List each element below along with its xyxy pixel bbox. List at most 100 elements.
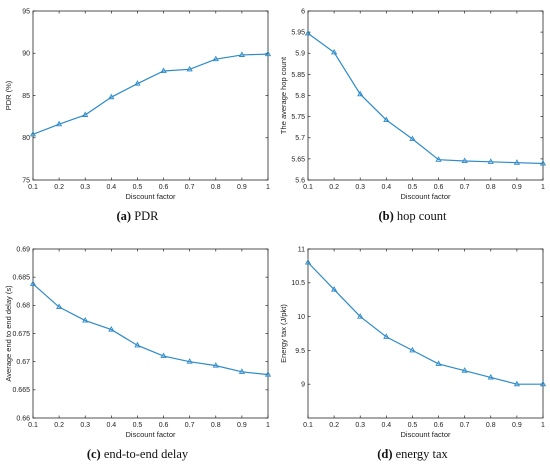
data-point <box>108 93 115 100</box>
caption-text: end-to-end delay <box>103 447 189 461</box>
pdr-chart: 0.1 0.2 0.3 0.4 0.5 0.6 0.7 0.8 0.9 1 75 80 85 90 95 Di… <box>4 8 272 201</box>
x-tick-label: 0.9 <box>512 422 522 429</box>
y-tick-label: 0.675 <box>12 331 30 338</box>
y-tick-label: 5.9 <box>295 51 305 58</box>
x-tick-label: 0.2 <box>329 422 339 429</box>
x-axis-label: Discount factor <box>400 430 451 439</box>
x-tick-label: 0.5 <box>133 422 143 429</box>
y-tick-label: 10 <box>297 314 305 321</box>
data-point <box>461 157 468 163</box>
x-tick-label: 0.2 <box>54 422 64 429</box>
x-axis-label: Discount factor <box>125 430 176 439</box>
caption-text: hop count <box>396 209 447 223</box>
y-tick-label: 5.95 <box>291 30 305 37</box>
data-point <box>160 67 167 74</box>
y-tick-label: 5.6 <box>295 177 305 184</box>
data-point <box>264 371 272 377</box>
y-tick-label: 9.5 <box>295 348 305 355</box>
x-tick-label: 0.1 <box>303 184 313 191</box>
x-tick-label: 1 <box>266 184 270 191</box>
x-tick-label: 0.7 <box>185 184 195 191</box>
data-point <box>134 341 141 348</box>
chart-panel-pdr: 0.1 0.2 0.3 0.4 0.5 0.6 0.7 0.8 0.9 1 75 80 85 90 95 Di… <box>0 0 275 238</box>
y-tick-label: 90 <box>22 51 30 58</box>
y-tick-label: 95 <box>22 8 30 15</box>
x-tick-label: 0.8 <box>211 422 221 429</box>
x-tick-label: 0.4 <box>106 422 116 429</box>
y-tick-label: 11 <box>298 246 305 253</box>
chart-caption: (a) PDR <box>0 209 275 224</box>
y-tick-label: 0.68 <box>16 303 30 310</box>
y-tick-label: 9 <box>301 382 305 389</box>
x-tick-label: 0.8 <box>486 422 496 429</box>
x-tick-label: 0.2 <box>329 184 339 191</box>
plot-frame <box>32 248 269 419</box>
data-point <box>238 368 245 374</box>
data-point <box>435 156 442 162</box>
x-tick-label: 0.2 <box>54 184 64 191</box>
x-tick-label: 0.6 <box>159 422 169 429</box>
y-tick-label: 5.75 <box>291 114 305 121</box>
y-tick-label: 5.65 <box>291 156 305 163</box>
x-tick-label: 0.3 <box>355 184 365 191</box>
x-tick-label: 0.3 <box>80 184 90 191</box>
data-point <box>304 259 312 265</box>
data-point <box>108 326 115 332</box>
x-tick-label: 0.9 <box>512 184 522 191</box>
data-point <box>82 111 89 117</box>
data-point <box>435 360 442 366</box>
x-tick-label: 0.9 <box>237 184 247 191</box>
caption-text: PDR <box>134 209 159 223</box>
data-point <box>29 130 37 137</box>
chart-caption: (d) energy tax <box>275 447 550 462</box>
x-tick-label: 0.4 <box>106 184 116 191</box>
y-tick-label: 5.7 <box>295 135 305 142</box>
data-point <box>539 380 547 387</box>
data-point <box>238 51 245 57</box>
chart-panel-delay: 0.1 0.2 0.3 0.4 0.5 0.6 0.7 0.8 0.9 1 0.66 0.665 0.6… <box>0 238 275 476</box>
x-tick-label: 0.4 <box>381 184 391 191</box>
y-tick-label: 85 <box>22 93 30 100</box>
chart-caption: (c) end-to-end delay <box>0 447 275 462</box>
hop-count-chart: 0.1 0.2 0.3 0.4 0.5 0.6 0.7 0.8 0.9 1 5.6 5.65 5.7 5.… <box>279 8 547 201</box>
x-tick-label: 0.6 <box>159 184 169 191</box>
y-tick-label: 0.67 <box>16 359 30 366</box>
data-point <box>357 90 364 97</box>
data-point <box>56 303 63 310</box>
data-point <box>331 286 338 292</box>
y-axis-label: PDR (%) <box>4 80 13 110</box>
y-tick-label: 75 <box>22 177 30 184</box>
x-tick-label: 0.3 <box>355 422 365 429</box>
delay-chart: 0.1 0.2 0.3 0.4 0.5 0.6 0.7 0.8 0.9 1 0.66 0.665 0.6… <box>4 246 272 439</box>
x-tick-label: 0.5 <box>408 422 418 429</box>
y-tick-label: 0.66 <box>16 415 30 422</box>
series-line <box>32 283 269 376</box>
data-point <box>461 367 468 373</box>
x-tick-label: 1 <box>266 422 270 429</box>
chart-caption: (b) hop count <box>275 209 550 224</box>
series-line <box>307 262 543 385</box>
data-point <box>134 80 141 86</box>
x-tick-label: 0.1 <box>303 422 313 429</box>
data-point <box>513 380 520 387</box>
data-point <box>304 29 312 36</box>
caption-letter: (c) <box>86 447 101 461</box>
data-point <box>539 160 547 166</box>
x-tick-label: 0.9 <box>237 422 247 429</box>
y-axis-label: Average end to end delay (s) <box>4 285 13 382</box>
data-point <box>383 333 390 339</box>
data-point <box>29 280 37 286</box>
x-tick-label: 1 <box>541 422 545 429</box>
x-tick-label: 0.1 <box>28 184 38 191</box>
data-point <box>383 116 390 123</box>
caption-letter: (a) <box>116 209 132 223</box>
y-tick-label: 0.665 <box>12 387 30 394</box>
data-point <box>331 48 338 55</box>
plot-frame <box>32 10 269 181</box>
data-point <box>212 55 219 62</box>
data-point <box>186 358 193 364</box>
y-tick-label: 6 <box>301 8 305 15</box>
x-axis-label: Discount factor <box>125 192 176 201</box>
series-line <box>32 53 269 135</box>
chart-panel-energy: 0.1 0.2 0.3 0.4 0.5 0.6 0.7 0.8 0.9 1 9 9.5 10 10.5 11… <box>275 238 550 476</box>
